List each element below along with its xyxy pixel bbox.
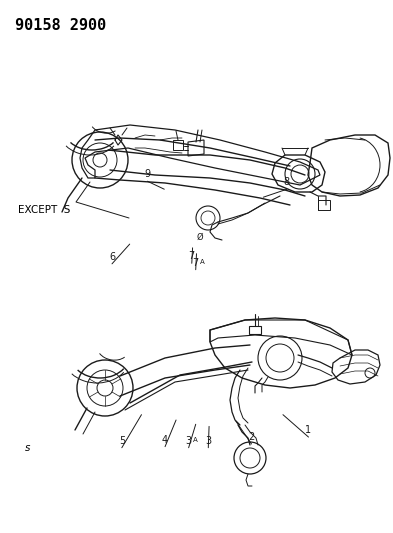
Text: 4: 4 bbox=[162, 434, 168, 445]
Text: 3: 3 bbox=[185, 435, 192, 446]
Text: s: s bbox=[25, 443, 30, 453]
Text: 1: 1 bbox=[305, 425, 312, 435]
Text: EXCEPT  S: EXCEPT S bbox=[18, 205, 70, 215]
Text: 6: 6 bbox=[109, 252, 115, 262]
Text: 9: 9 bbox=[144, 169, 151, 179]
Text: 8: 8 bbox=[284, 177, 290, 187]
Text: 90158 2900: 90158 2900 bbox=[15, 18, 106, 33]
Text: A: A bbox=[193, 437, 197, 443]
Text: 5: 5 bbox=[119, 435, 125, 446]
Text: 7: 7 bbox=[193, 257, 199, 268]
Text: Ø: Ø bbox=[196, 233, 203, 242]
Text: A: A bbox=[200, 259, 204, 265]
Text: 7: 7 bbox=[189, 251, 195, 261]
Text: 3: 3 bbox=[205, 435, 211, 446]
Text: 2: 2 bbox=[248, 432, 255, 442]
